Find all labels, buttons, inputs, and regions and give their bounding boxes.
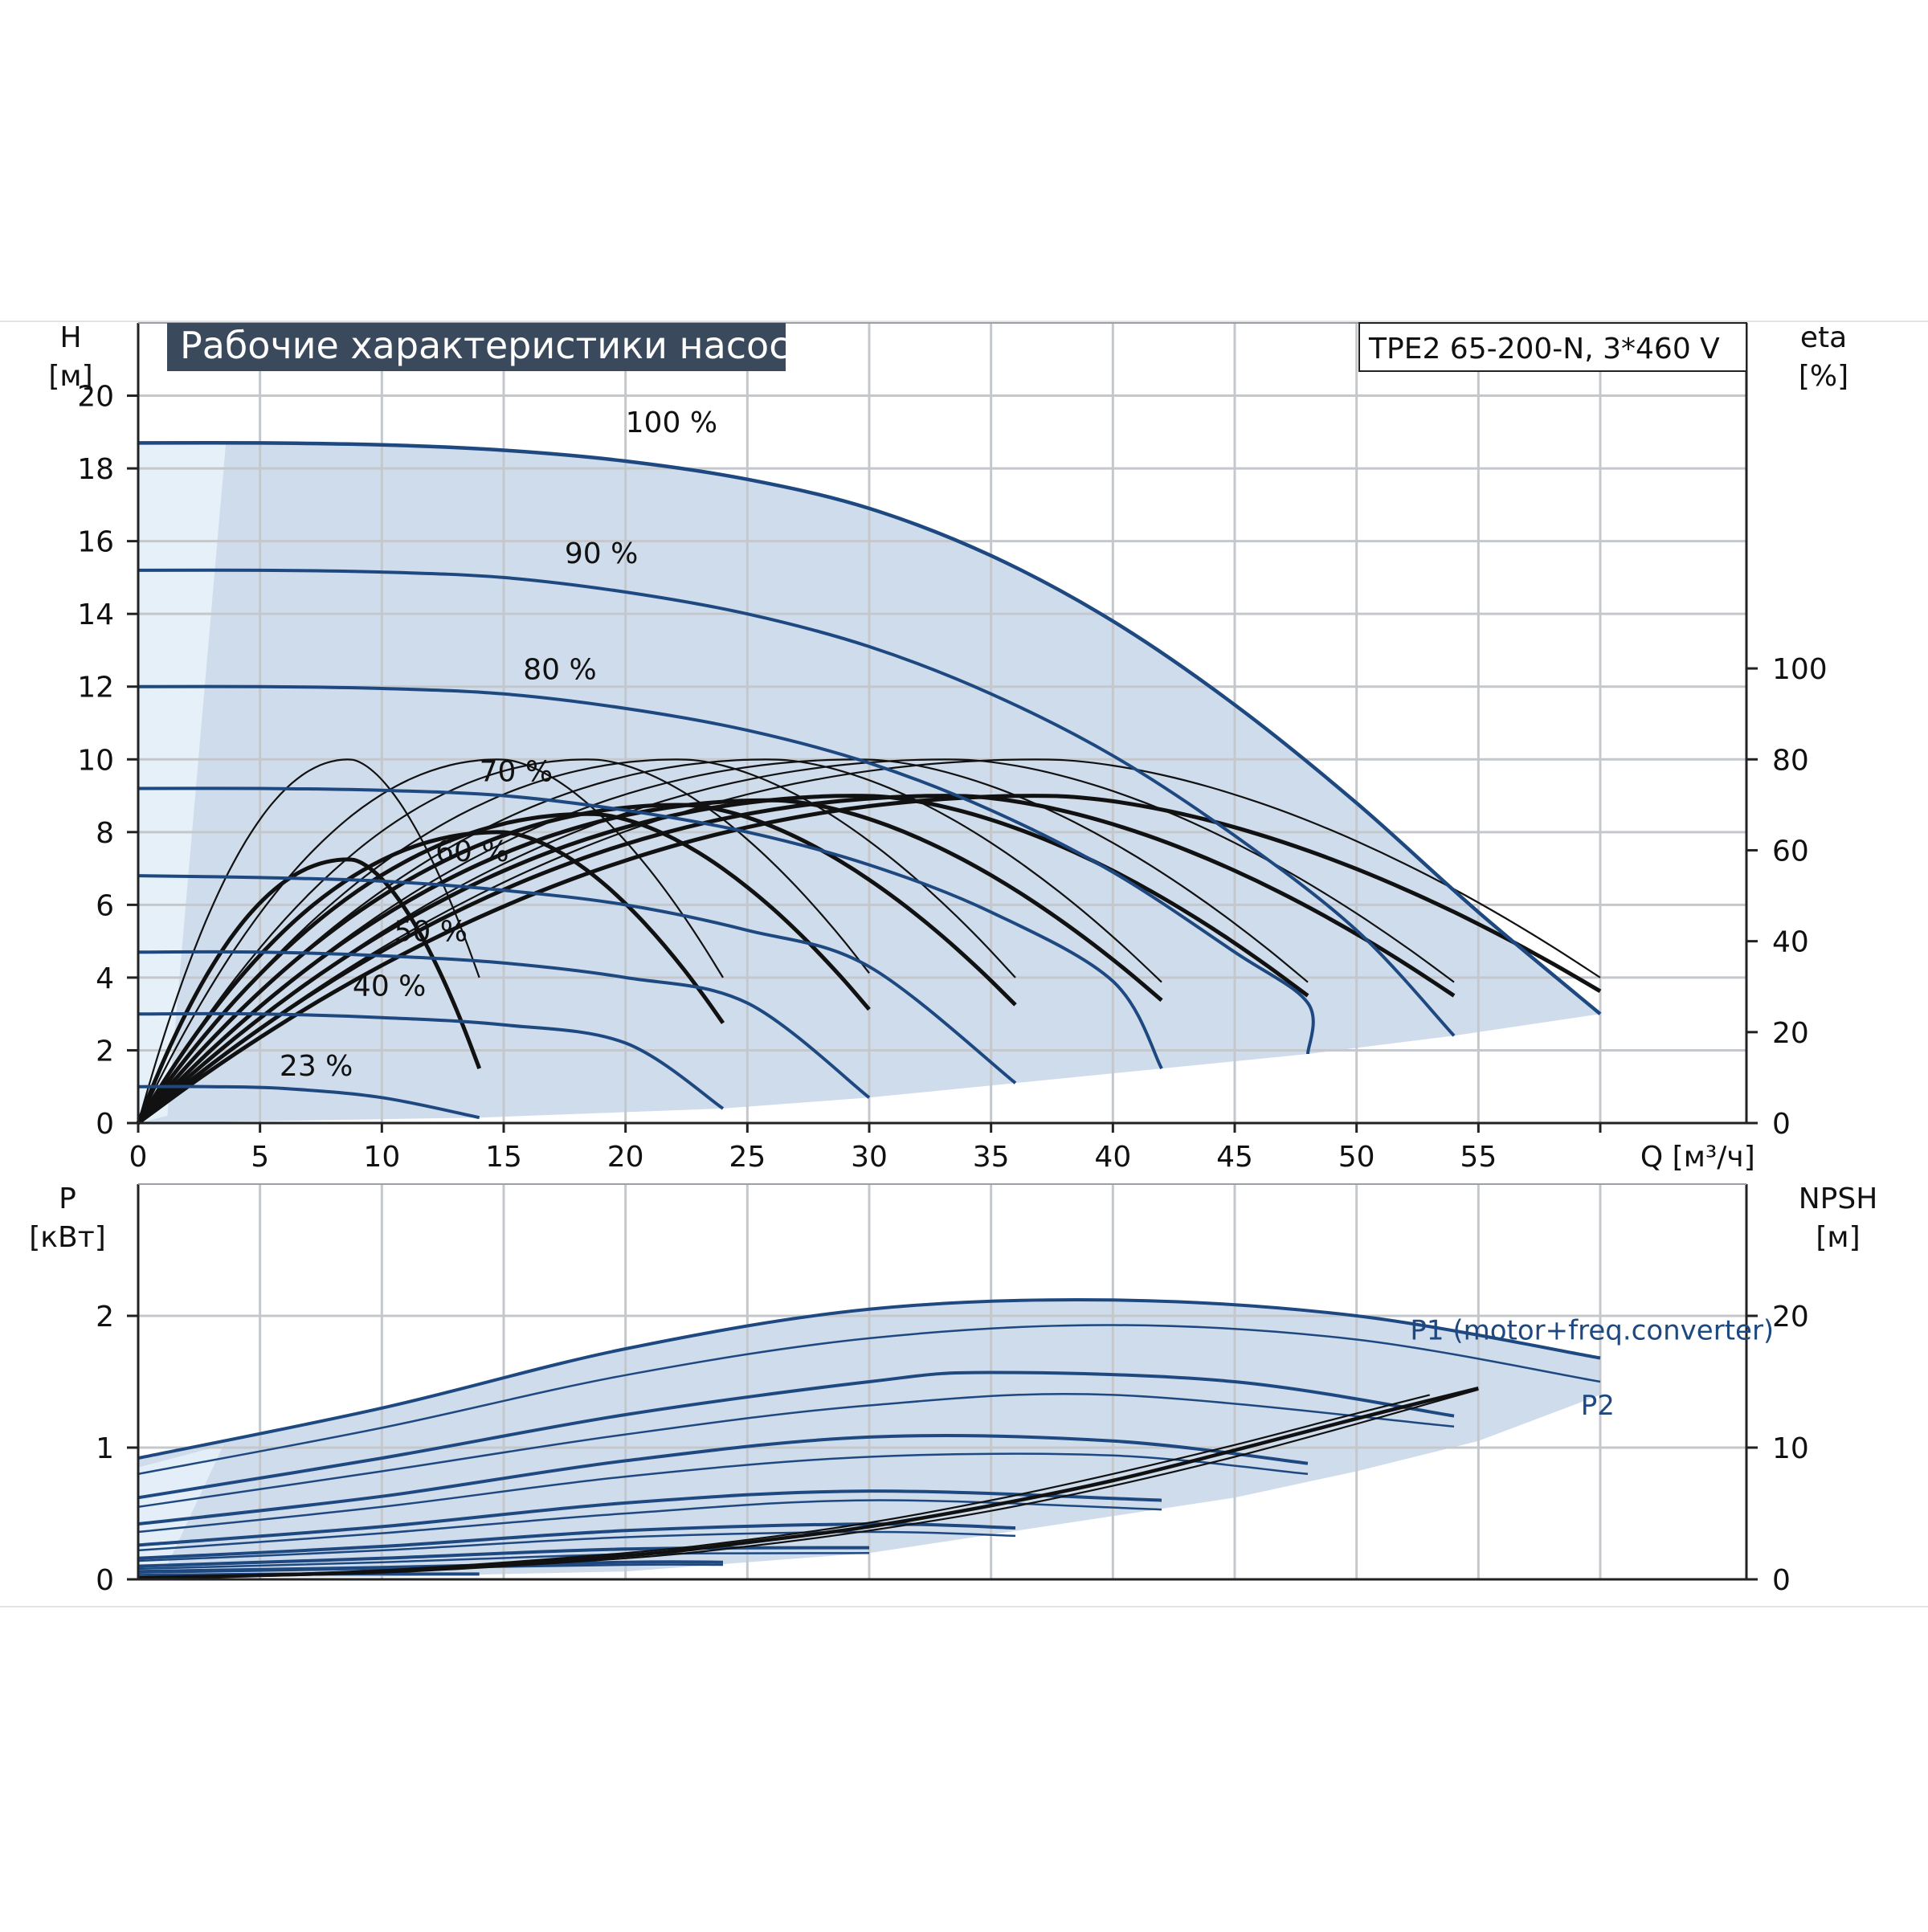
y-axis-label-left: H bbox=[59, 321, 81, 354]
y-tick-label-right: 100 bbox=[1772, 653, 1828, 686]
x-tick-label: 25 bbox=[729, 1141, 766, 1174]
efficiency-curve bbox=[137, 758, 870, 1124]
y-tick-label-left: 4 bbox=[96, 962, 114, 995]
y-tick-label-right: 0 bbox=[1772, 1108, 1791, 1141]
head-curve bbox=[137, 1084, 480, 1120]
head-curve-label: 90 % bbox=[565, 537, 638, 570]
p1-curve bbox=[137, 1522, 1016, 1560]
y-tick-label-right: 20 bbox=[1772, 1017, 1809, 1050]
p1-curve bbox=[137, 1434, 1309, 1526]
p2-curve bbox=[137, 1324, 1601, 1476]
x-tick-label: 35 bbox=[973, 1141, 1010, 1174]
y-tick-label-left: 8 bbox=[96, 817, 114, 850]
head-curve bbox=[137, 786, 1163, 1070]
p1-curve bbox=[137, 1297, 1601, 1460]
x-tick-label: 40 bbox=[1094, 1141, 1131, 1174]
p1-curve bbox=[137, 1370, 1455, 1500]
model-box bbox=[1358, 322, 1747, 372]
efficiency-curve bbox=[137, 794, 1602, 1125]
p2-curve bbox=[137, 1530, 1016, 1562]
head-curve bbox=[137, 950, 871, 1099]
x-tick-label: 10 bbox=[363, 1141, 400, 1174]
y-axis-label-right-unit: [%] bbox=[1799, 360, 1848, 393]
y-tick-label-left: 2 bbox=[96, 1035, 114, 1068]
efficiency-curve bbox=[137, 798, 1163, 1125]
x-tick-label: 5 bbox=[251, 1141, 269, 1174]
head-curve bbox=[137, 684, 1315, 1055]
series-label-p1: P1 (motor+freq.converter) bbox=[1410, 1315, 1774, 1347]
head-curve-label: 80 % bbox=[523, 654, 596, 687]
x-tick-label: 50 bbox=[1338, 1141, 1375, 1174]
p2-curve bbox=[137, 1393, 1455, 1509]
y-tick-label-left: 10 bbox=[77, 744, 114, 777]
y-tick-label-right: 60 bbox=[1772, 835, 1809, 868]
npsh-curve bbox=[137, 1388, 1479, 1579]
p-tick-label: 1 bbox=[96, 1432, 114, 1465]
efficiency-curve bbox=[137, 794, 1456, 1125]
y-axis-label-right: eta bbox=[1800, 321, 1847, 354]
model-label: TPE2 65-200-N, 3*460 V bbox=[1368, 333, 1720, 366]
x-tick-label: 30 bbox=[851, 1141, 888, 1174]
npsh-curve bbox=[137, 1387, 1479, 1580]
head-curve-label: 50 % bbox=[394, 916, 468, 949]
x-tick-label: 45 bbox=[1216, 1141, 1253, 1174]
efficiency-curve bbox=[136, 811, 871, 1125]
y-tick-label-left: 12 bbox=[77, 672, 114, 705]
x-tick-label: 0 bbox=[129, 1141, 148, 1174]
head-curve-label: 70 % bbox=[480, 755, 553, 788]
chart-title: Рабочие характеристики насоса bbox=[180, 324, 812, 367]
title-box bbox=[167, 323, 786, 371]
npsh-tick-label: 10 bbox=[1772, 1432, 1809, 1465]
efficiency-curve bbox=[136, 857, 482, 1124]
efficiency-curve bbox=[137, 758, 480, 1124]
head-curve bbox=[137, 1011, 725, 1110]
y-tick-label-left: 16 bbox=[77, 526, 114, 559]
p-axis-label-unit: [кВт] bbox=[29, 1221, 106, 1254]
p2-curve bbox=[137, 1499, 1162, 1552]
head-curve-label: 23 % bbox=[280, 1050, 353, 1083]
npsh-axis-label: NPSH bbox=[1799, 1182, 1878, 1215]
npsh-tick-label: 20 bbox=[1772, 1301, 1809, 1334]
head-curve bbox=[137, 568, 1456, 1037]
x-axis-label: Q [м³/ч] bbox=[1640, 1141, 1755, 1174]
p2-curve bbox=[137, 1551, 870, 1571]
p1-curve bbox=[137, 1489, 1162, 1547]
efficiency-curve bbox=[137, 758, 1601, 1124]
head-curve-label: 100 % bbox=[626, 406, 717, 439]
npsh-curve bbox=[137, 1394, 1430, 1579]
p-axis-label: P bbox=[59, 1182, 76, 1215]
y-tick-label-right: 80 bbox=[1772, 744, 1809, 777]
p1-curve bbox=[137, 1546, 870, 1568]
x-tick-label: 15 bbox=[485, 1141, 522, 1174]
efficiency-curve bbox=[137, 803, 1017, 1125]
efficiency-curve bbox=[137, 758, 724, 1124]
series-label-p2: P2 bbox=[1581, 1390, 1615, 1422]
head-curve bbox=[137, 874, 1017, 1084]
x-tick-label: 20 bbox=[607, 1141, 644, 1174]
y-tick-label-left: 14 bbox=[77, 598, 114, 631]
npsh-axis-label-unit: [м] bbox=[1816, 1221, 1860, 1254]
y-tick-label-left: 0 bbox=[96, 1108, 114, 1141]
head-curve bbox=[137, 440, 1602, 1015]
y-tick-label-left: 6 bbox=[96, 889, 114, 922]
head-curve-label: 60 % bbox=[435, 835, 509, 868]
p2-curve bbox=[137, 1452, 1309, 1534]
y-axis-label-left-unit: [м] bbox=[48, 360, 92, 393]
head-efficiency-plot: 100 % 90 % 80 % 70 % 60 % 50 % 40 % 23 % 0 2 4 6 8 10… bbox=[48, 321, 1848, 1174]
x-tick-label: 55 bbox=[1460, 1141, 1497, 1174]
p-tick-label: 2 bbox=[96, 1301, 114, 1334]
p-tick-label: 0 bbox=[96, 1564, 114, 1597]
y-tick-label-left: 18 bbox=[77, 453, 114, 486]
y-tick-label-right: 40 bbox=[1772, 926, 1809, 959]
head-curve-label: 40 % bbox=[353, 970, 426, 1003]
y-tick-label-left: 20 bbox=[77, 381, 114, 414]
npsh-tick-label: 0 bbox=[1772, 1564, 1791, 1597]
